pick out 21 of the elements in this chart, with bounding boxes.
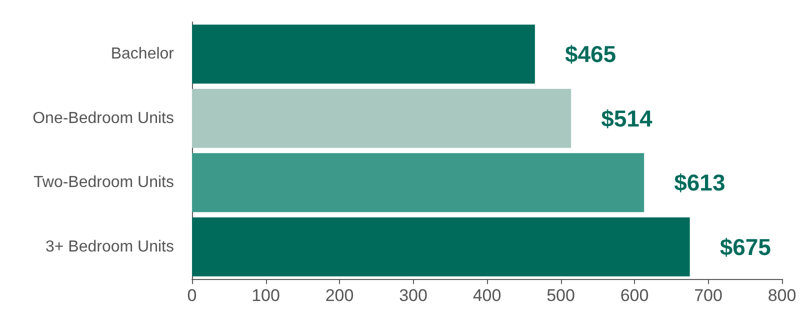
y-tick-label: One-Bedroom Units [32, 110, 174, 127]
data-label: $675 [720, 234, 772, 260]
x-tick-label: 700 [694, 286, 722, 305]
x-tick-label: 400 [472, 286, 502, 305]
x-tick-label: 100 [252, 286, 280, 305]
x-tick-label: 0 [187, 286, 197, 305]
data-label: $465 [564, 41, 616, 68]
y-tick-label: Two-Bedroom Units [34, 174, 174, 192]
x-tick-label: 200 [325, 286, 354, 305]
x-tick-label: 800 [768, 286, 796, 305]
y-tick-label: 3+ Bedroom Units [45, 238, 174, 256]
y-tick-label: Bachelor [110, 46, 175, 63]
bar [192, 24, 535, 84]
bar [192, 153, 644, 212]
x-tick-label: 300 [399, 286, 428, 305]
data-label: $613 [674, 170, 726, 196]
bar [192, 88, 572, 148]
x-tick-label: 500 [546, 286, 575, 305]
bar [192, 217, 690, 276]
x-tick-label: 600 [620, 286, 649, 305]
data-label: $514 [601, 105, 652, 132]
